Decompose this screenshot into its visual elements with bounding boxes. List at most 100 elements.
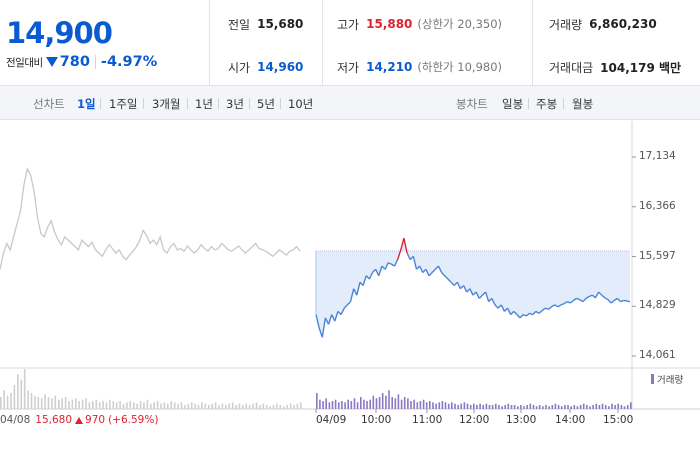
tab-monthly-candle[interactable]: 월봉 — [572, 97, 594, 111]
today-price-segment — [491, 298, 496, 306]
today-price-segment — [384, 262, 389, 270]
up-triangle-icon — [75, 416, 84, 424]
prev-day-volume-bar — [180, 402, 183, 409]
today-price-segment — [450, 281, 455, 286]
stat-open: 시가 14,960 — [228, 60, 304, 75]
prev-day-volume-bar — [143, 402, 145, 409]
tab-1-week[interactable]: 1주일 — [109, 97, 138, 111]
today-price-segment — [623, 299, 628, 302]
prev-day-volume-bar — [173, 402, 176, 409]
price-chart-svg — [0, 121, 700, 413]
prev-day-volume-bar — [242, 405, 244, 409]
prev-day-volume-bar — [47, 397, 50, 409]
prev-day-volume-bar — [88, 402, 91, 409]
tab-3-months[interactable]: 3개월 — [152, 97, 181, 111]
prev-day-volume-bar — [279, 405, 282, 409]
tab-daily-candle[interactable]: 일봉 — [502, 97, 524, 111]
today-price-segment — [469, 288, 474, 296]
prev-day-volume-bar — [269, 406, 271, 409]
prev-day-volume-bar — [129, 401, 132, 409]
tab-1-day[interactable]: 1일 — [77, 97, 96, 111]
prev-day-volume-bar — [23, 369, 26, 409]
candle-chart-title: 봉차트 — [456, 97, 488, 111]
prev-day-volume-bar — [197, 405, 200, 409]
today-price-segment — [349, 288, 355, 302]
today-volume-bar — [623, 406, 626, 409]
today-volume-bar — [554, 403, 557, 409]
x-tick-label: 13:00 — [506, 414, 537, 426]
prev-day-volume-bar — [27, 390, 29, 409]
today-volume-bar — [485, 403, 488, 409]
prev-day-volume-bar — [150, 403, 152, 409]
today-price-segment — [362, 275, 367, 286]
today-price-segment — [566, 301, 571, 304]
prev-day-volume-bar — [75, 398, 77, 409]
divider — [280, 98, 281, 109]
today-price-segment — [431, 268, 436, 273]
today-volume-bar — [363, 399, 365, 409]
prev-day-volume-bar — [92, 401, 94, 409]
today-price-segment — [547, 306, 552, 310]
prev-day-volume-bar — [248, 405, 251, 409]
today-volume-bar — [491, 405, 494, 409]
prev-day-volume-bar — [231, 402, 234, 409]
today-volume-bar — [429, 401, 431, 409]
today-price-segment — [607, 299, 612, 304]
prev-day-volume-bar — [156, 401, 159, 409]
today-volume-bar — [410, 401, 412, 409]
today-price-segment — [334, 311, 339, 322]
today-price-segment — [418, 265, 424, 273]
intraday-chart[interactable]: 17,134 16,366 15,597 14,829 14,061 04/09 10:0… — [0, 121, 700, 450]
stat-trade-value: 거래대금 104,179 백만 — [549, 60, 682, 75]
stat-prev-close: 전일 15,680 — [228, 17, 304, 32]
divider — [249, 98, 250, 109]
today-price-segment — [604, 297, 609, 301]
divider — [322, 0, 323, 86]
today-price-segment — [525, 312, 530, 317]
today-volume-bar — [548, 406, 550, 409]
today-volume-bar — [347, 399, 349, 409]
today-price-segment — [327, 314, 333, 325]
prev-day-volume-bar — [187, 403, 190, 409]
prev-day-volume-bar — [289, 403, 292, 409]
today-volume-bar — [592, 405, 594, 409]
tab-10-years[interactable]: 10년 — [288, 97, 314, 111]
today-volume-bar — [457, 405, 459, 409]
today-price-segment — [453, 281, 458, 286]
prev-day-volume-bar — [20, 379, 23, 409]
prev-day-volume-bar — [58, 399, 60, 409]
prev-day-volume-bar — [286, 405, 288, 409]
prev-day-volume-bar — [78, 401, 80, 409]
today-volume-bar — [582, 403, 585, 409]
today-price-segment — [563, 301, 568, 305]
x-tick-label: 12:00 — [459, 414, 490, 426]
prev-day-volume-bar — [6, 395, 9, 409]
today-volume-bar — [331, 401, 334, 409]
today-volume-bar — [473, 403, 475, 409]
x-tick-label: 04/09 — [316, 414, 347, 426]
today-price-segment — [434, 265, 439, 270]
today-volume-bar — [353, 398, 356, 409]
tab-weekly-candle[interactable]: 주봉 — [536, 97, 558, 111]
prev-day-volume-bar — [208, 405, 210, 409]
today-price-segment — [403, 238, 408, 254]
tab-5-years[interactable]: 5년 — [257, 97, 275, 111]
tab-3-years[interactable]: 3년 — [226, 97, 244, 111]
divider — [100, 98, 101, 109]
today-volume-bar — [397, 394, 400, 409]
y-tick-label: 14,829 — [639, 299, 676, 312]
today-price-segment — [497, 304, 502, 309]
change-row: 전일대비 780 -4.97% — [6, 53, 157, 71]
today-volume-bar — [422, 399, 425, 409]
today-price-segment — [554, 304, 559, 308]
prev-day-volume-bar — [293, 405, 295, 409]
today-price-segment — [569, 299, 574, 304]
today-volume-bar — [611, 403, 613, 409]
today-volume-bar — [601, 403, 604, 409]
today-price-segment — [437, 265, 443, 273]
today-volume-bar — [586, 405, 588, 409]
today-price-segment — [538, 310, 543, 314]
tab-1-year[interactable]: 1년 — [195, 97, 213, 111]
today-volume-bar — [501, 406, 503, 409]
today-volume-bar — [545, 405, 547, 409]
